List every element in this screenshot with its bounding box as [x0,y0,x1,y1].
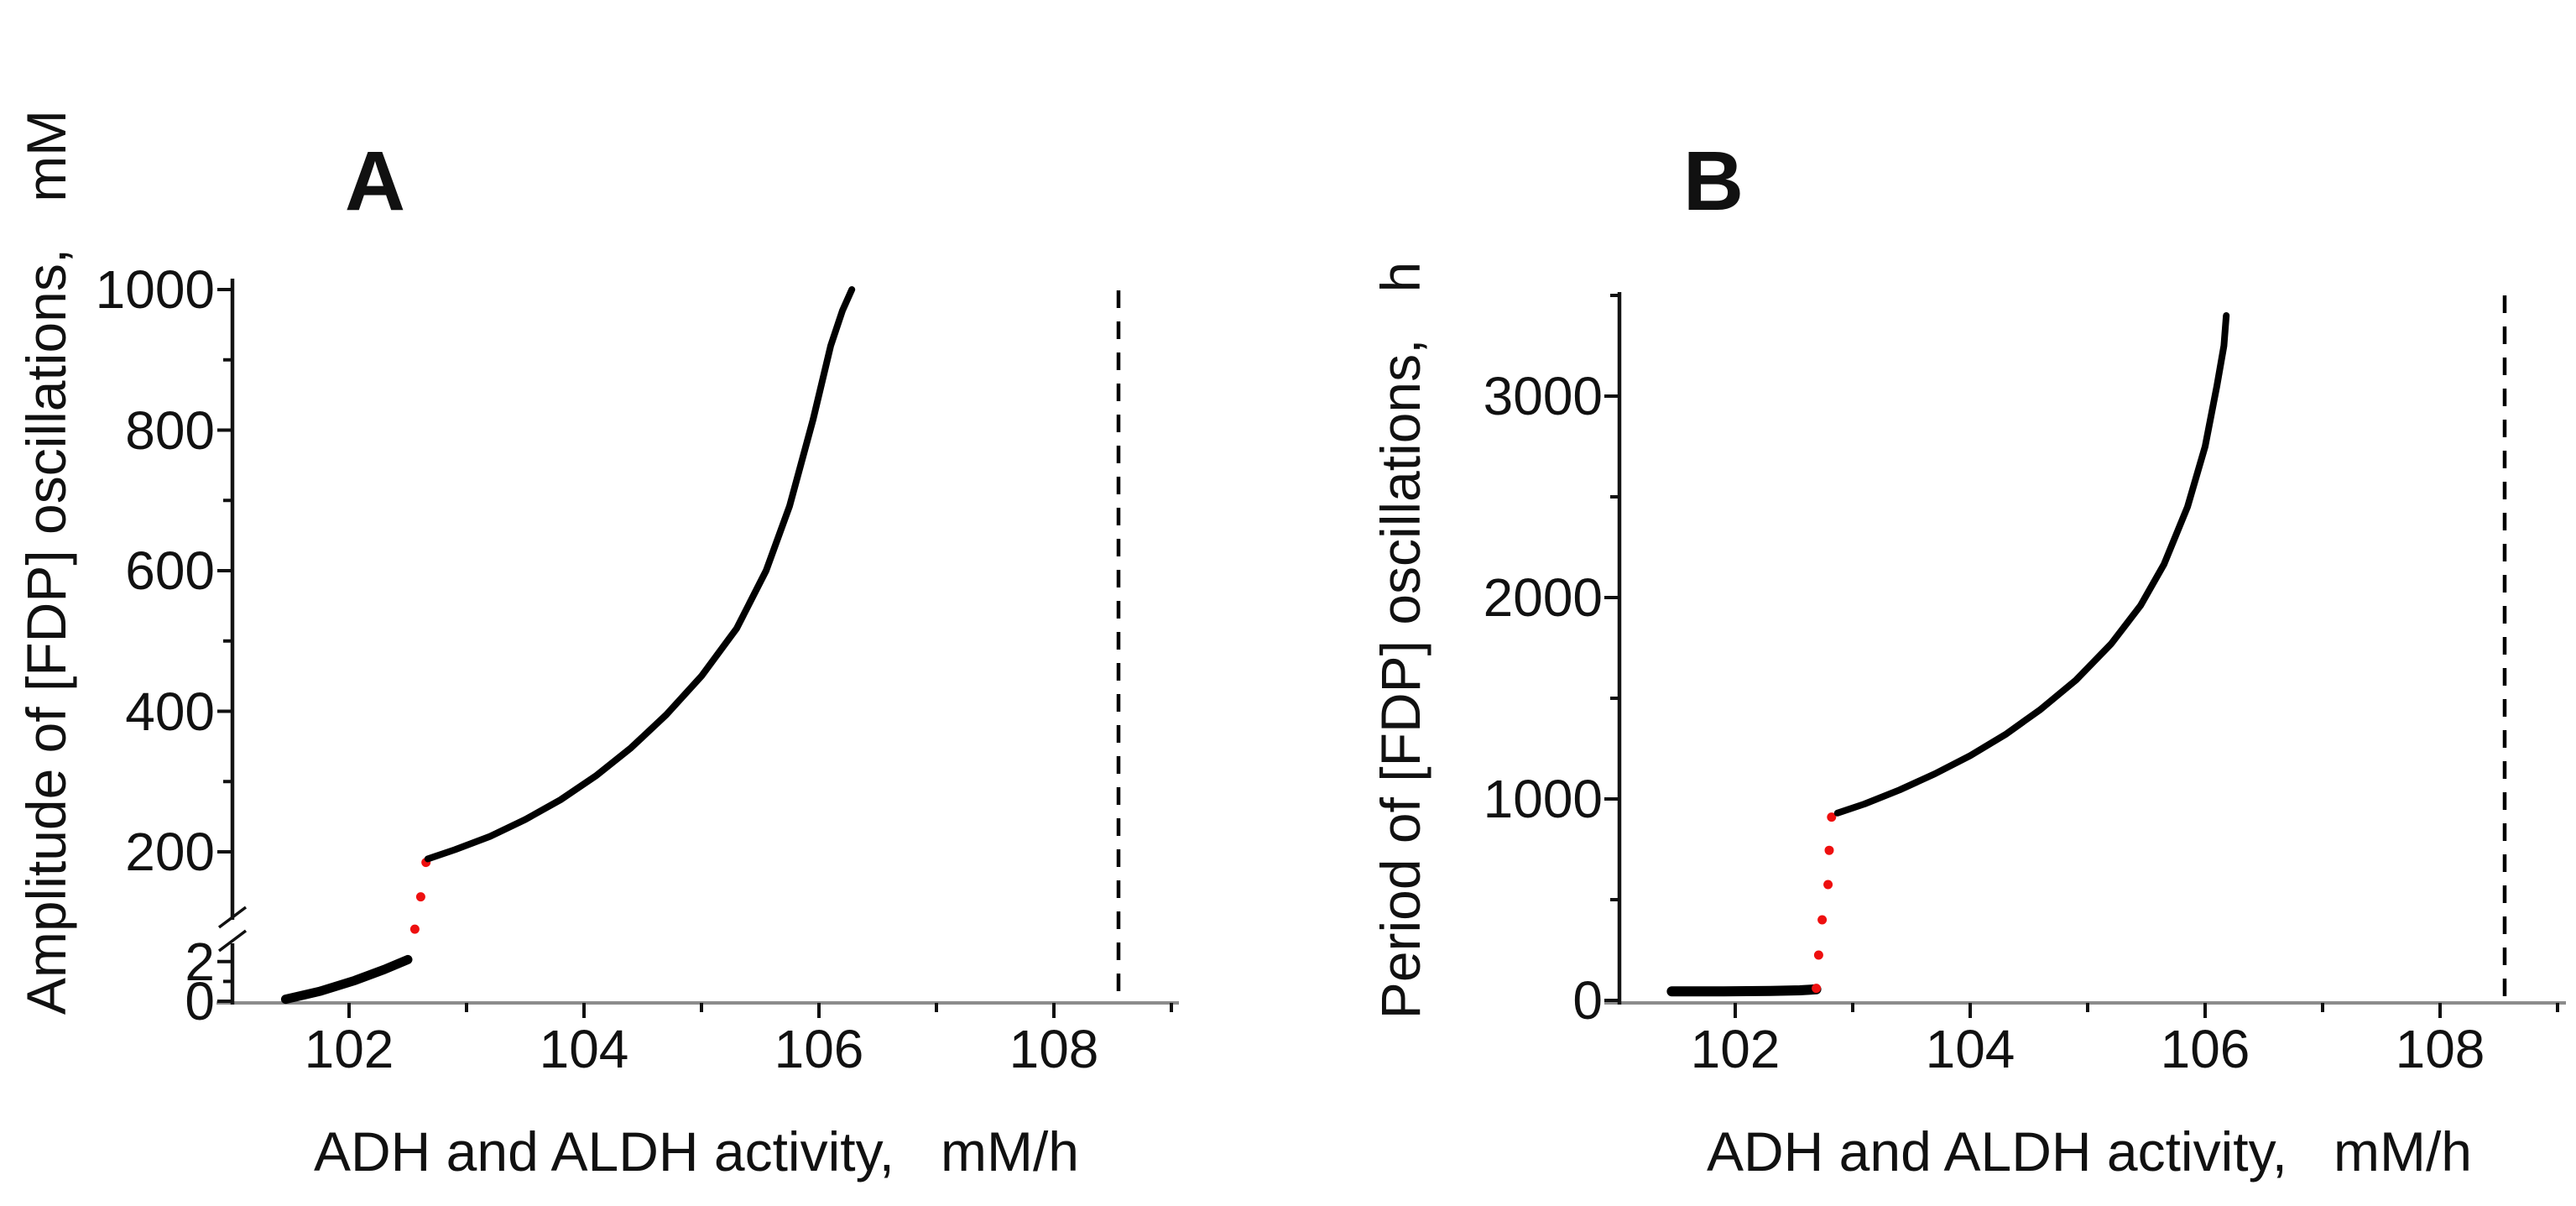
panel-b-x-tick-label: 102 [1691,1019,1781,1079]
panel-a-axis-break-mark [217,929,248,953]
panel-a-x-tick-label: 104 [540,1019,629,1079]
panel-b: B Period of [FDP] oscillations, h ADH an… [1369,134,2566,1183]
panel-a-y-tick-label: 0 [185,971,215,1031]
panel-a-axis-break-mark [217,906,248,929]
panel-b-y-tick-marks [1604,294,1619,1002]
panel-a-x-tick-marks [347,1003,1173,1018]
panel-b-x-tick-label: 106 [2161,1019,2250,1079]
panel-b-unstable-jump-dots [1812,812,1837,994]
panel-b-x-tick-label: 104 [1926,1019,2015,1079]
panel-b-y-tick-label: 0 [1572,970,1603,1031]
panel-b-y-axis-title: Period of [FDP] oscillations, h [1369,262,1431,1019]
panel-a-y-tick-label: 400 [125,681,215,742]
panel-a-y-tick-label: 2 [185,932,215,992]
panel-b-short-period-branch [1666,984,1822,997]
panel-a-unstable-jump-dots [409,858,431,934]
panel-b-y-tick-label: 1000 [1484,769,1603,829]
panel-a-x-tick-label: 106 [774,1019,864,1079]
panel-a-letter: A [345,134,405,228]
panel-a-y-tick-label: 1000 [96,259,215,320]
panel-a: A Amplitude of [FDP] oscillations, mM AD… [15,110,1179,1183]
panel-a-y-tick-label: 600 [125,540,215,601]
panel-b-letter: B [1683,134,1744,228]
panel-b-x-axis-title: ADH and ALDH activity, mM/h [1707,1120,2472,1183]
panel-a-y-tick-label: 200 [125,822,215,882]
panel-b-x-tick-marks [1734,1003,2559,1018]
panel-a-x-tick-label: 102 [305,1019,394,1079]
panel-a-y-tick-marks [217,288,232,1003]
panel-b-y-tick-label: 3000 [1484,366,1603,426]
panel-b-y-tick-label: 2000 [1484,567,1603,628]
panel-a-x-tick-label: 108 [1009,1019,1099,1079]
panel-a-y-tick-label: 800 [125,400,215,461]
panel-a-high-amplitude-branch [424,286,856,863]
panel-a-low-amplitude-branch [280,954,413,1005]
panel-a-y-axis-title: Amplitude of [FDP] oscillations, mM [15,110,77,1015]
panel-a-x-axis-title: ADH and ALDH activity, mM/h [314,1120,1079,1183]
panel-b-x-tick-label: 108 [2396,1019,2485,1079]
panel-b-long-period-branch [1833,312,2230,817]
